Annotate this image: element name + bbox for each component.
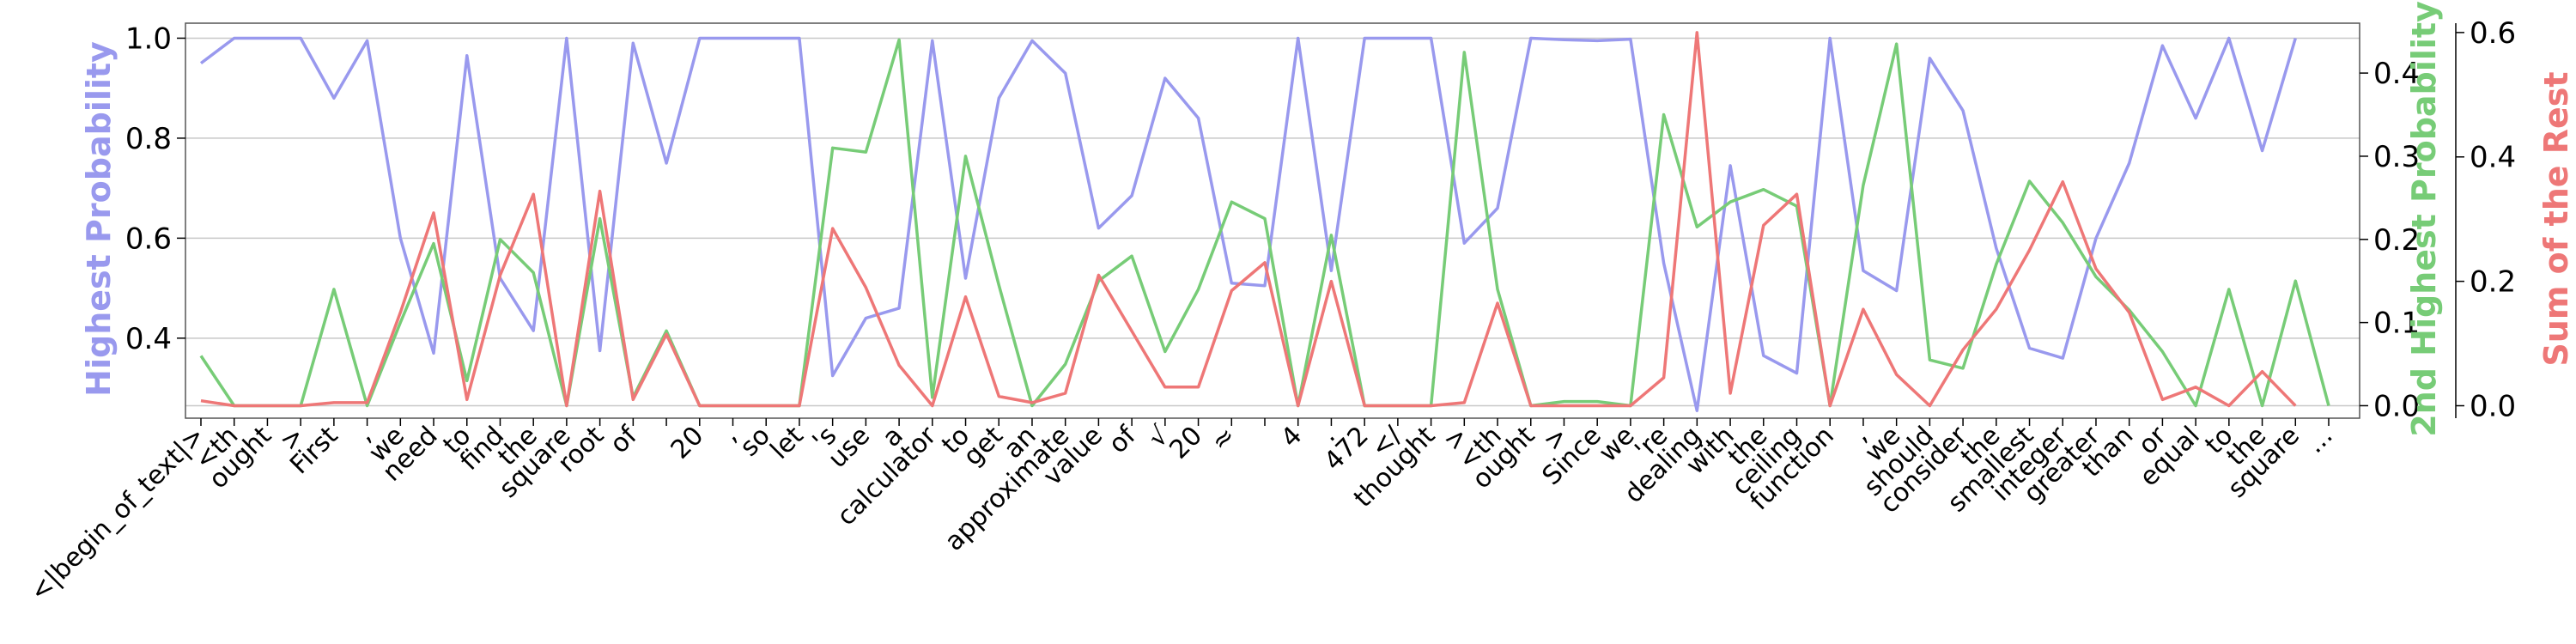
right-inner-tick-label: 0.0 [2373,389,2420,423]
right-inner-tick-label: 0.1 [2373,307,2420,341]
right-outer-axis-title: Sum of the Rest [2537,71,2575,366]
series-line [199,36,2297,413]
right-outer-axis: 0.0 0.2 0.4 0.6 [2455,16,2516,424]
right-outer-tick-label: 0.2 [2470,265,2516,300]
plot-frame [185,22,2360,419]
right-inner-axis: 0.0 0.1 0.2 0.3 0.4 [2360,57,2420,423]
series-lines [199,31,2330,413]
right-inner-tick-label: 0.4 [2373,57,2420,91]
right-outer-tick-label: 0.0 [2470,390,2516,424]
left-tick-label: 1.0 [125,21,172,56]
series-line [200,31,2297,408]
right-inner-tick-label: 0.3 [2373,140,2420,174]
left-tick-label: 0.6 [125,222,172,256]
left-axis: 0.4 0.6 0.8 1.0 [125,21,185,356]
right-outer-tick-label: 0.6 [2470,16,2516,51]
right-inner-axis-title: 2nd Highest Probability [2405,1,2443,437]
right-inner-tick-label: 0.2 [2373,223,2420,258]
series-line [199,38,2330,408]
gridlines [185,37,2360,407]
right-outer-tick-label: 0.4 [2470,141,2516,175]
left-tick-label: 0.8 [125,122,172,156]
left-axis-title: Highest Probability [80,41,118,397]
left-tick-label: 0.4 [125,322,172,356]
